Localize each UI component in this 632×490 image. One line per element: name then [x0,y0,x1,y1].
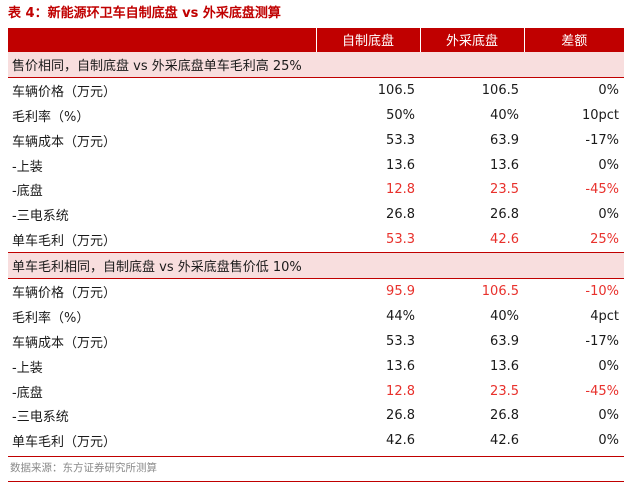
table-bottom-rule [8,456,624,457]
table-row: 毛利率（%） 50% 40% 10pct [8,103,624,128]
cell-value: 42.6 [386,433,415,449]
cell-value-highlight: 12.8 [386,182,415,198]
cell-value: 63.9 [490,132,519,148]
header-self-chassis: 自制底盘 [315,28,420,52]
cell-value: 4pct [590,308,619,324]
row-label: 车辆成本（万元） [12,134,117,150]
table-row: 车辆成本（万元） 53.3 63.9 -17% [8,329,624,354]
header-difference: 差额 [523,28,624,52]
cell-value-highlight: -45% [585,182,619,198]
cell-value: 10pct [581,107,619,123]
cell-value-highlight: 12.8 [386,383,415,399]
row-label: 毛利率（%） [12,109,90,125]
cell-value: 0% [598,207,619,223]
table-row: -上装 13.6 13.6 0% [8,153,624,178]
row-label: -上装 [12,360,43,376]
header-external-chassis: 外采底盘 [419,28,524,52]
cell-value: 63.9 [490,333,519,349]
row-label: 车辆价格（万元） [12,285,117,301]
cell-value: 13.6 [386,157,415,173]
header-row: 自制底盘 外采底盘 差额 [8,28,624,52]
cell-value: 13.6 [386,358,415,374]
footer-rule [8,481,624,482]
cell-value: 42.6 [490,433,519,449]
section-heading: 单车毛利相同，自制底盘 vs 外采底盘售价低 10% [8,252,624,280]
cell-value: 53.3 [386,333,415,349]
cell-value-highlight: 25% [590,232,619,248]
row-label: 毛利率（%） [12,310,90,326]
section-heading-row: 单车毛利相同，自制底盘 vs 外采底盘售价低 10% [8,252,624,280]
row-label: -底盘 [12,385,43,401]
cell-value: 0% [598,433,619,449]
table-row: 单车毛利（万元） 53.3 42.6 25% [8,227,624,252]
cell-value: 0% [598,358,619,374]
cell-value-highlight: -10% [585,283,619,299]
cell-value: -17% [585,132,619,148]
section-heading: 售价相同，自制底盘 vs 外采底盘单车毛利高 25% [8,51,624,78]
cell-value: 26.8 [386,408,415,424]
table-row: 车辆价格（万元） 106.5 106.5 0% [8,77,624,102]
cell-value-highlight: 95.9 [386,283,415,299]
cell-value: 106.5 [377,82,415,98]
table-row: 车辆成本（万元） 53.3 63.9 -17% [8,128,624,153]
cell-value: 26.8 [490,408,519,424]
table-row: 车辆价格（万元） 95.9 106.5 -10% [8,279,624,304]
cell-value: 26.8 [490,207,519,223]
cell-value: 0% [598,82,619,98]
cell-value: 26.8 [386,207,415,223]
cell-value: 106.5 [481,82,519,98]
row-label: -上装 [12,159,43,175]
cell-value: 40% [490,107,519,123]
table-row: 毛利率（%） 44% 40% 4pct [8,304,624,329]
cell-value: 50% [386,107,415,123]
row-label: 车辆成本（万元） [12,335,117,351]
cell-value: 44% [386,308,415,324]
table-row: -上装 13.6 13.6 0% [8,354,624,379]
table-row: -底盘 12.8 23.5 -45% [8,177,624,202]
table-row: 单车毛利（万元） 42.6 42.6 0% [8,428,624,453]
section-heading-row: 售价相同，自制底盘 vs 外采底盘单车毛利高 25% [8,51,624,78]
row-label: 单车毛利（万元） [12,435,117,451]
row-label: 单车毛利（万元） [12,234,117,250]
cell-value-highlight: -45% [585,383,619,399]
cell-value-highlight: 53.3 [386,232,415,248]
table-row: -底盘 12.8 23.5 -45% [8,379,624,404]
cell-value: 0% [598,157,619,173]
table-title: 表 4：新能源环卫车自制底盘 vs 外采底盘测算 [8,6,281,21]
row-label: -三电系统 [12,410,69,426]
comparison-table: 自制底盘 外采底盘 差额 售价相同，自制底盘 vs 外采底盘单车毛利高 25% … [8,28,624,453]
cell-value: 13.6 [490,157,519,173]
cell-value-highlight: 23.5 [490,383,519,399]
table-row: -三电系统 26.8 26.8 0% [8,403,624,428]
data-source-note: 数据来源：东方证券研究所测算 [10,462,157,474]
row-label: 车辆价格（万元） [12,84,117,100]
cell-value-highlight: 23.5 [490,182,519,198]
row-label: -底盘 [12,184,43,200]
header-blank [8,28,316,52]
row-label: -三电系统 [12,209,69,225]
cell-value: -17% [585,333,619,349]
cell-value: 0% [598,408,619,424]
cell-value-highlight: 106.5 [481,283,519,299]
cell-value: 53.3 [386,132,415,148]
cell-value: 40% [490,308,519,324]
cell-value: 13.6 [490,358,519,374]
cell-value-highlight: 42.6 [490,232,519,248]
table-row: -三电系统 26.8 26.8 0% [8,202,624,227]
